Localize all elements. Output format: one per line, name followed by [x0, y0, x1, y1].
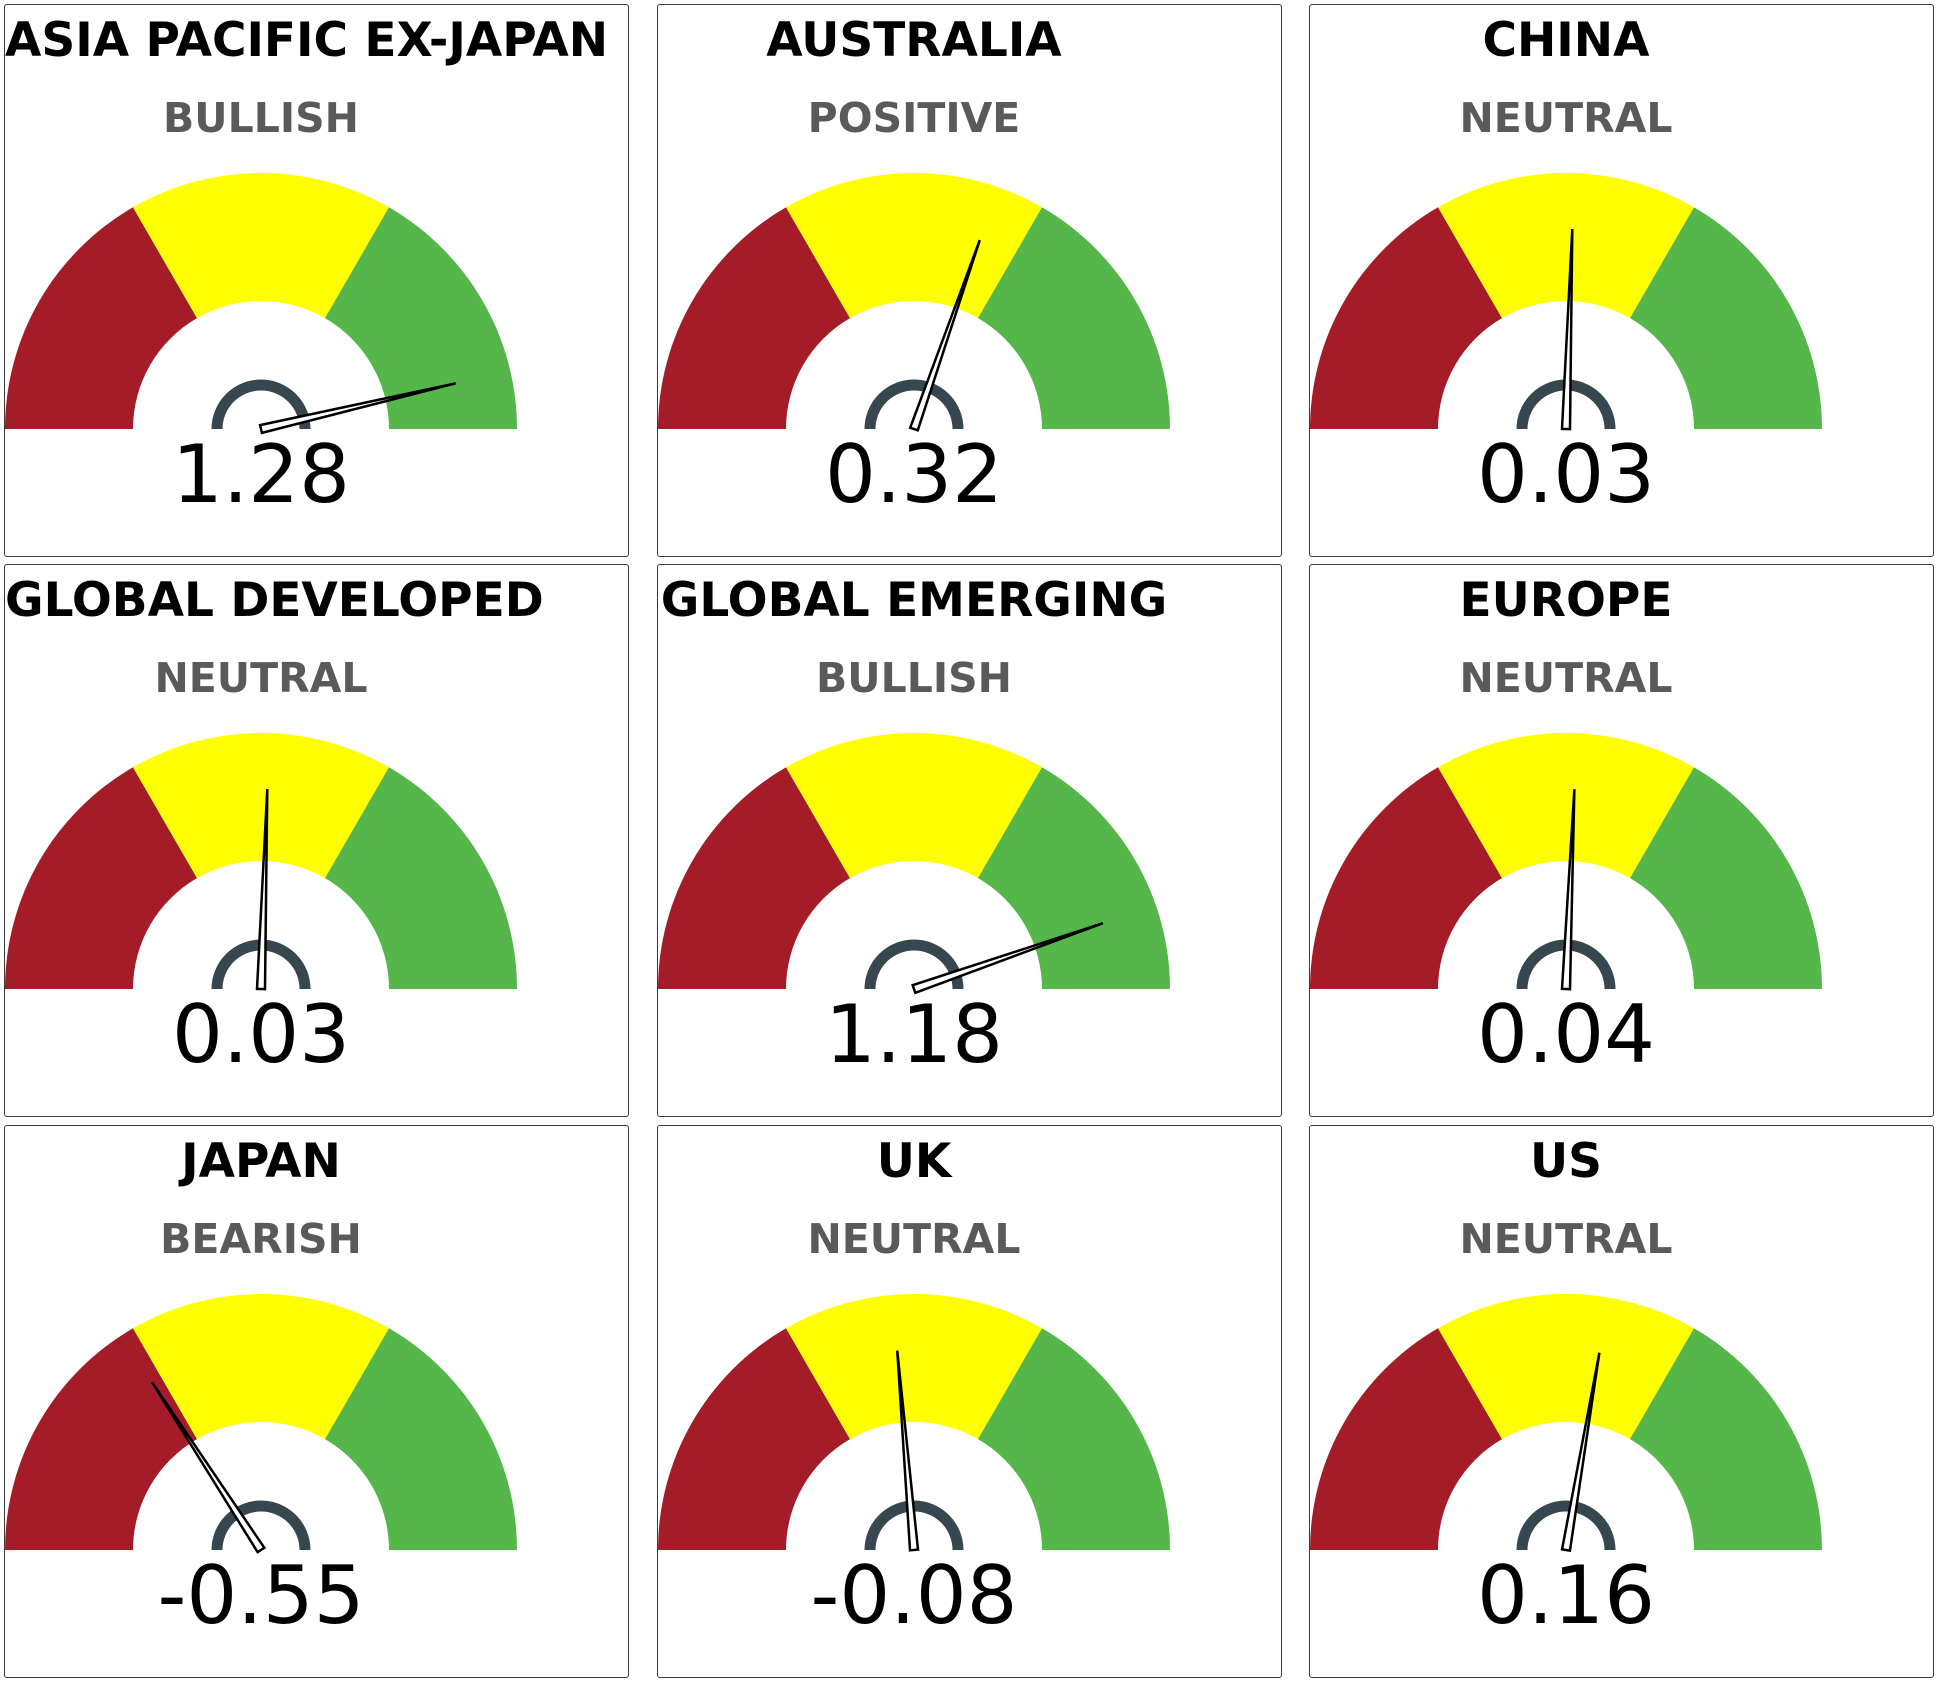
gauge-status: NEUTRAL — [807, 1215, 1021, 1263]
gauge-card-australia: AUSTRALIA POSITIVE 0.32 — [657, 4, 1282, 557]
gauge-value: -0.55 — [157, 1549, 365, 1642]
gauge-card-china: CHINA NEUTRAL 0.03 — [1309, 4, 1934, 557]
gauge-neutral-band — [786, 733, 1042, 879]
gauge-status: NEUTRAL — [1459, 94, 1673, 142]
gauge-hub — [211, 379, 311, 430]
gauge-dial — [5, 172, 517, 435]
gauge-title: AUSTRALIA — [766, 13, 1062, 68]
gauge-bullish-band — [978, 767, 1170, 989]
gauge-bearish-band — [1310, 1328, 1502, 1550]
gauge-bearish-band — [5, 767, 197, 989]
gauge-hub — [211, 1500, 311, 1551]
gauge-card-japan: JAPAN BEARISH -0.55 — [4, 1125, 629, 1678]
gauge-title: EUROPE — [1459, 573, 1673, 628]
gauge-value: -0.08 — [810, 1549, 1018, 1642]
gauge-title: US — [1529, 1134, 1602, 1189]
gauge-dial — [658, 172, 1170, 432]
gauge-dial — [658, 733, 1170, 995]
gauge-title: JAPAN — [181, 1134, 341, 1189]
gauge-title: ASIA PACIFIC EX-JAPAN — [5, 13, 609, 68]
gauge-needle — [255, 789, 269, 991]
gauge-hub — [1516, 1500, 1616, 1551]
gauge-status: BEARISH — [160, 1215, 362, 1263]
gauge-card-asia-pacific-ex-japan: ASIA PACIFIC EX-JAPAN BULLISH 1.28 — [4, 4, 629, 557]
gauge-needle — [1560, 229, 1574, 431]
gauge-needle — [908, 239, 981, 432]
gauge-bearish-band — [5, 207, 197, 429]
gauge-bearish-band — [1310, 767, 1502, 989]
gauge-status: NEUTRAL — [1459, 1215, 1673, 1263]
gauge-status: BULLISH — [816, 654, 1012, 702]
gauge-status: NEUTRAL — [1459, 654, 1673, 702]
gauge-status: BULLISH — [163, 94, 359, 142]
gauge-card-global-emerging: GLOBAL EMERGING BULLISH 1.18 — [657, 564, 1282, 1117]
gauge-value: 0.16 — [1476, 1549, 1656, 1642]
gauge-card-global-developed: GLOBAL DEVELOPED NEUTRAL 0.03 — [4, 564, 629, 1117]
gauge-card-europe: EUROPE NEUTRAL 0.04 — [1309, 564, 1934, 1117]
gauge-neutral-band — [786, 1294, 1042, 1440]
gauge-dial — [658, 1294, 1170, 1552]
gauge-bearish-band — [658, 767, 850, 989]
gauge-bullish-band — [1630, 207, 1822, 429]
gauge-bullish-band — [325, 207, 517, 429]
gauge-value: 0.04 — [1476, 988, 1656, 1081]
gauge-neutral-band — [133, 733, 389, 879]
gauge-bearish-band — [658, 207, 850, 429]
gauge-title: CHINA — [1482, 13, 1650, 68]
gauge-neutral-band — [1438, 172, 1694, 319]
gauge-bullish-band — [978, 207, 1170, 429]
gauge-bullish-band — [325, 767, 517, 989]
gauge-needle — [911, 922, 1104, 995]
gauge-dial — [1310, 172, 1822, 431]
gauge-bullish-band — [1630, 767, 1822, 989]
gauge-dial — [1310, 733, 1822, 991]
gauge-bullish-band — [978, 1328, 1170, 1550]
gauge-title: UK — [876, 1134, 952, 1189]
gauge-bearish-band — [5, 1328, 197, 1550]
gauge-needle — [258, 382, 457, 435]
gauge-dial — [1310, 1294, 1822, 1553]
gauge-card-us: US NEUTRAL 0.16 — [1309, 1125, 1934, 1678]
gauge-status: POSITIVE — [807, 94, 1021, 142]
gauge-value: 0.03 — [1476, 428, 1656, 521]
gauge-bearish-band — [658, 1328, 850, 1550]
gauge-status: NEUTRAL — [154, 654, 368, 702]
gauge-title: GLOBAL DEVELOPED — [5, 573, 544, 628]
gauge-dial — [5, 1294, 517, 1554]
gauge-value: 0.03 — [171, 988, 351, 1081]
gauge-card-uk: UK NEUTRAL -0.08 — [657, 1125, 1282, 1678]
gauge-bullish-band — [1630, 1328, 1822, 1550]
gauge-dial — [5, 733, 517, 991]
gauge-hub — [864, 939, 964, 990]
gauge-needle — [1560, 1352, 1601, 1553]
gauge-value: 1.18 — [824, 988, 1004, 1081]
gauge-hub — [864, 379, 964, 430]
gauge-value: 0.32 — [824, 428, 1004, 521]
gauge-neutral-band — [1438, 733, 1694, 879]
gauge-needle — [1560, 789, 1576, 991]
gauge-needle — [896, 1350, 920, 1552]
gauge-bullish-band — [325, 1328, 517, 1550]
gauge-neutral-band — [786, 172, 1042, 319]
gauge-neutral-band — [133, 172, 389, 319]
gauge-title: GLOBAL EMERGING — [660, 573, 1168, 628]
gauge-neutral-band — [133, 1294, 389, 1440]
gauge-value: 1.28 — [171, 428, 351, 521]
gauge-needle — [151, 1381, 267, 1554]
gauge-neutral-band — [1438, 1294, 1694, 1440]
gauge-bearish-band — [1310, 207, 1502, 429]
